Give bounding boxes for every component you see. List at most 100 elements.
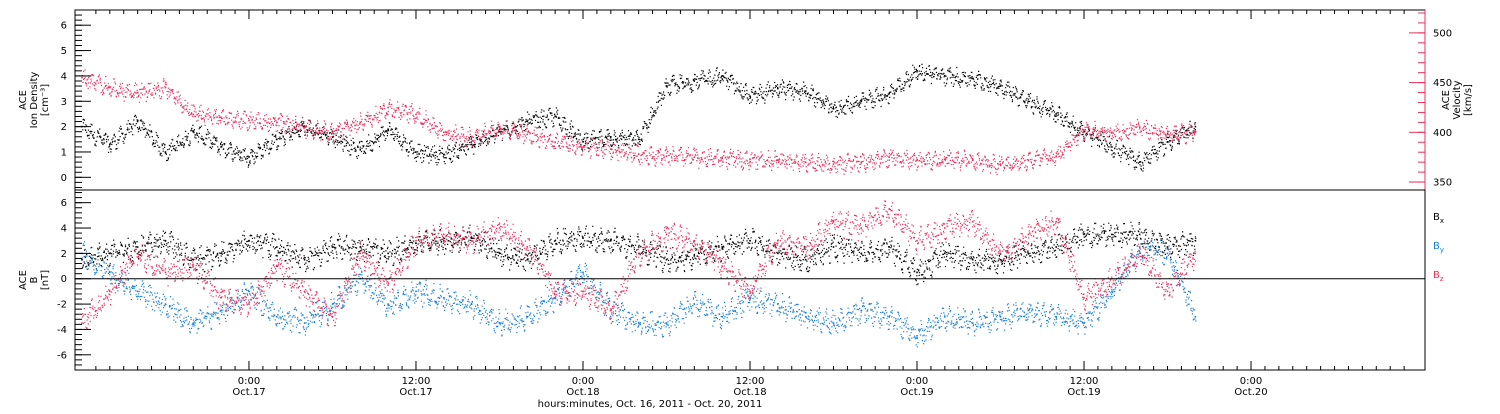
panel2-series-Bz-point [164,271,167,274]
panel1-left-axis-tick-label: 6 [61,21,67,32]
panel2-series-By-point [832,322,835,324]
panel2-series-Bx-point [164,239,167,242]
panel1-series-density-point [164,151,167,153]
panel2-series-By-point [470,303,473,305]
panel2-series-Bz-point [109,290,111,293]
panel1-series-velocity-point [192,113,195,116]
panel2-series-Bz-point [721,265,723,267]
panel1-series-velocity-point [860,161,863,163]
panel2-left-axis-title-line: ACE [18,270,29,290]
panel1-series-velocity-point [276,121,278,124]
panel2-series-Bz-point [999,252,1002,255]
panel2-series-By-point [526,316,529,318]
panel1-series-velocity-point [693,156,696,158]
panel1-series-velocity-point [1111,131,1113,134]
panel2-series-By-point [1138,246,1141,248]
panel1-series-density-point [721,75,723,77]
panel2-series-By-point [303,322,306,324]
panel2-series-Bx-point [971,258,974,261]
panel1-series-density-point [276,138,278,141]
panel2-series-Bx-point [192,258,195,261]
panel2-series-By-point [109,271,111,274]
x-tick-date-label: Oct.19 [1067,387,1100,398]
legend-Bz: Bz [1433,270,1444,283]
panel1-series-velocity-point [554,141,556,144]
panel1-series-velocity-point [1055,155,1057,157]
panel2-left-axis-tick-label: 6 [61,198,67,209]
panel2-series-By-point [276,316,278,318]
panel1-left-axis-tick-label: 3 [61,97,67,108]
panel1-series-velocity-point [916,159,918,161]
panel2-series-Bz-point [554,290,556,293]
panel1-series-density-point [109,143,111,146]
panel1-right-axis-tick-label: 350 [1433,178,1452,189]
panel2-series-Bz-point [804,246,807,248]
panel1-series-density-point [1166,141,1169,143]
x-tick-date-label: Oct.18 [733,387,766,398]
panel2-series-Bz-point [136,252,139,255]
panel1-series-density-point [526,120,529,123]
panel2-series-Bx-point [999,258,1002,261]
panel2-series-Bx-point [470,237,473,239]
panel1-left-axis-tick-label: 0 [61,173,67,184]
panel1-right-axis-tick-label: 450 [1433,78,1452,89]
panel2-series-By-point [1166,252,1169,255]
panel1-series-velocity-point [136,91,139,94]
panel1-series-density-point [443,153,445,156]
legend-By: By [1433,241,1444,254]
panel1-series-velocity-point [804,161,807,163]
panel2-series-Bz-point [860,227,863,229]
panel2-series-Bx-point [109,252,111,255]
panel2-series-Bz-point [498,227,501,229]
panel1-series-velocity-point [610,148,612,150]
panel1-series-density-point [637,138,640,141]
panel2-series-By-point [721,316,723,318]
panel2-series-By [81,239,1197,348]
panel1-series-velocity-point [220,116,222,119]
panel2-series-By-point [804,316,807,318]
panel1-series-density-point [1138,161,1141,163]
panel2-series-Bz-point [81,322,83,324]
panel1-series-velocity-point [526,133,529,136]
panel2-series-Bz-point [777,239,779,242]
panel1-series-velocity-point [582,146,584,148]
x-tick-time-label: 12:00 [736,376,765,387]
panel2-series-By-point [665,322,668,324]
panel2-series-By-point [192,322,195,324]
panel1-left-axis-title-line: ACE [18,90,29,110]
panel2-series-Bx-point [276,246,278,248]
panel1-series-velocity-point [1138,126,1141,129]
panel1-series-density-point [470,143,473,146]
panel1-series-density-point [693,80,696,82]
panel1-series-density-point [944,75,946,77]
x-tick-date-label: Oct.19 [900,387,933,398]
panel1-series-density-point [1027,100,1030,103]
panel1-series-velocity-point [498,126,501,129]
panel2-series-By-point [916,335,918,337]
panel1-series-density-point [916,70,918,72]
panel1-series-velocity-point [109,86,111,89]
panel2-series-By-point [999,316,1002,318]
panel2-series-Bx-point [888,246,890,248]
panel2-series-Bz-point [220,296,222,299]
panel2-series-Bx-point [415,242,417,244]
x-tick-time-label: 0:00 [572,376,594,387]
panel1-right-axis-tick-label: 400 [1433,128,1452,139]
panel1-series-density-point [610,136,612,138]
panel2-series-By-point [777,303,779,305]
panel2-series-Bz-point [387,284,389,286]
panel2-series-Bx-point [331,246,334,248]
panel1-series-density-point [665,85,668,87]
panel2-left-axis-tick-label: 4 [61,224,67,235]
panel1-series-density-point [192,130,195,133]
panel2-series-Bz-point [192,265,195,267]
panel1-series-velocity-point [1083,129,1085,132]
panel2-series-Bx-point [749,239,751,242]
panel1-series-density-point [999,85,1002,87]
x-tick-time-label: 0:00 [1240,376,1262,387]
panel2-left-axis-tick-label: -6 [57,350,67,361]
legend-subscript: z [1440,275,1444,283]
panel2-series-By-point [554,296,556,299]
panel2-series-Bx-point [1166,246,1169,248]
